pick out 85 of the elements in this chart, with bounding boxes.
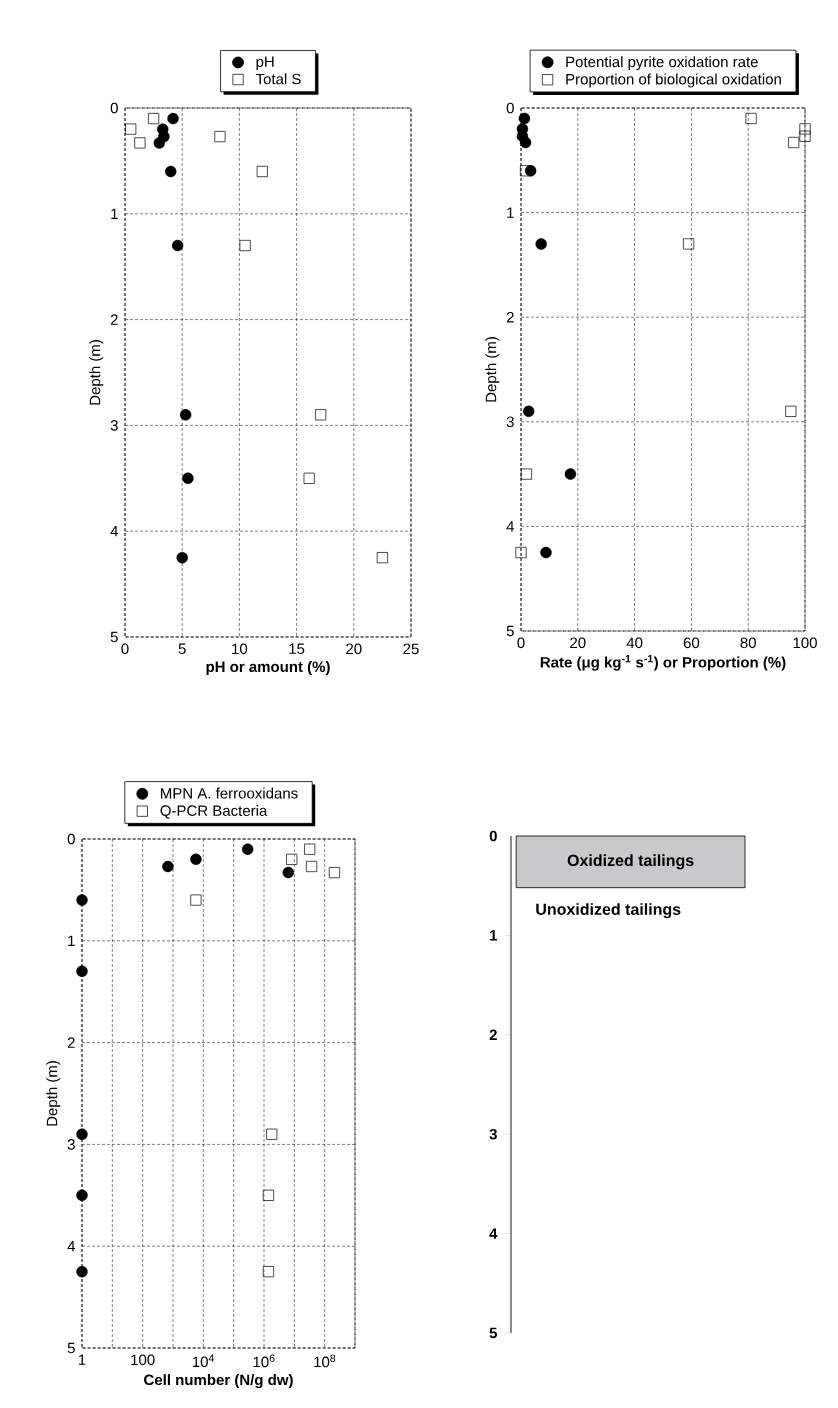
legend-label: Proportion of biological oxidation [566, 73, 781, 88]
annotation: Unoxidized tailings [536, 903, 681, 919]
point [315, 409, 327, 421]
point [522, 405, 535, 418]
y-tick-label: 1 [490, 930, 498, 941]
x-axis-title: Cell number (N/g dw) [144, 1374, 293, 1389]
legend-label: Total S [255, 73, 301, 85]
y-tick-label: 0 [67, 833, 75, 845]
y-tick-label: 5 [489, 1327, 498, 1339]
point [520, 165, 532, 177]
x-axis-title: pH or amount (%) [206, 661, 330, 675]
x-tick-label: 40 [626, 637, 643, 649]
y-tick-label: 1 [111, 208, 118, 219]
y-tick-label: 0 [489, 830, 497, 842]
y-tick-label: 2 [506, 311, 514, 323]
point [683, 238, 695, 250]
point [785, 405, 797, 417]
legend-label: Potential pyrite oxidation rate [566, 56, 758, 71]
y-tick-label: 5 [506, 625, 514, 637]
y-tick-label: 2 [110, 314, 118, 325]
point [179, 409, 192, 421]
legend-label: MPN A. ferrooxidans [161, 787, 298, 799]
point [239, 239, 251, 252]
point [540, 546, 552, 559]
x-tick-label: 10 [232, 643, 248, 655]
legend-label: pH [256, 56, 274, 70]
y-tick-label: 2 [489, 1029, 497, 1041]
point [745, 112, 757, 124]
y-axis-title: Depth (m) [485, 337, 500, 402]
legend-label: Q-PCR Bacteria [160, 804, 268, 819]
x-tick-label: 5 [178, 643, 186, 654]
point [256, 165, 268, 178]
point [167, 112, 179, 125]
annotation: Oxidized tailings [567, 854, 694, 870]
point [535, 238, 547, 250]
y-tick-label: 4 [110, 526, 119, 537]
point [564, 468, 577, 480]
y-tick-label: 3 [67, 1139, 75, 1150]
x-tick-label: 0 [121, 643, 129, 655]
x-tick-label: 20 [346, 643, 362, 655]
y-axis-title: Depth (m) [46, 1061, 61, 1126]
x-axis-title: Rate (μg kg$^{-1}$ s$^{-1}$) or Proportion (%) [540, 655, 786, 671]
point [303, 472, 315, 484]
point [518, 112, 531, 125]
point [515, 546, 527, 559]
x-tick-label: 1 [78, 1354, 86, 1365]
x-tick-label: 10$^{4}$ [192, 1354, 215, 1368]
x-tick-label: 100 [793, 637, 817, 649]
y-tick-label: 1 [507, 207, 514, 218]
point [520, 468, 532, 480]
y-tick-label: 5 [67, 1342, 75, 1354]
x-tick-label: 80 [740, 637, 756, 649]
y-tick-label: 0 [110, 102, 118, 114]
y-tick-label: 0 [506, 102, 514, 114]
y-tick-label: 3 [489, 1128, 497, 1140]
y-axis-title: Depth (m) [89, 340, 104, 405]
x-tick-label: 100 [131, 1354, 155, 1366]
x-tick-label: 25 [403, 643, 419, 655]
x-tick-label: 10$^{6}$ [253, 1354, 275, 1368]
x-tick-label: 10$^{8}$ [314, 1354, 336, 1368]
point [182, 472, 194, 484]
point [176, 551, 188, 564]
point [148, 113, 160, 125]
x-tick-label: 20 [570, 637, 586, 649]
point [519, 136, 532, 149]
point [799, 130, 811, 142]
y-tick-label: 4 [67, 1241, 76, 1252]
y-tick-label: 1 [68, 935, 75, 946]
point [125, 123, 137, 135]
point [214, 131, 226, 143]
y-tick-label: 3 [506, 416, 514, 428]
point [799, 123, 811, 135]
point [134, 137, 146, 149]
point [171, 239, 184, 252]
point [376, 552, 388, 564]
point [165, 165, 177, 178]
x-tick-label: 0 [517, 637, 525, 649]
y-tick-label: 3 [110, 420, 118, 431]
y-tick-label: 4 [506, 521, 515, 532]
x-tick-label: 60 [683, 637, 700, 649]
y-tick-label: 4 [489, 1228, 498, 1239]
x-tick-label: 15 [289, 643, 305, 654]
point [788, 136, 800, 149]
y-tick-label: 2 [67, 1037, 75, 1048]
point [153, 137, 166, 149]
